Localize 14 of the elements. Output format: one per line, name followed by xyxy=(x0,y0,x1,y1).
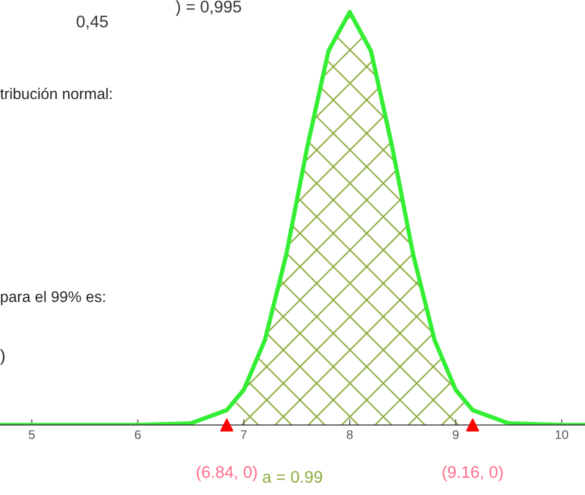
x-tick-label: 10 xyxy=(556,430,568,440)
annotation: ) = 0,995 xyxy=(176,0,242,16)
annotation: (9.16, 0) xyxy=(442,466,503,482)
annotation: para el 99% es: xyxy=(0,290,105,306)
x-tick-label: 9 xyxy=(452,430,459,440)
x-tick-label: 6 xyxy=(134,430,141,440)
annotation: (6.84, 0) xyxy=(196,466,257,482)
text: a = 0.99 xyxy=(262,470,322,483)
x-tick-label: 8 xyxy=(346,430,353,440)
annotation: 0,45 xyxy=(76,16,108,30)
x-tick-label: 7 xyxy=(240,430,247,439)
x-tick-label: 5 xyxy=(28,430,35,440)
annotation: tribución normal: xyxy=(0,88,112,100)
annotation: ) xyxy=(0,349,5,365)
